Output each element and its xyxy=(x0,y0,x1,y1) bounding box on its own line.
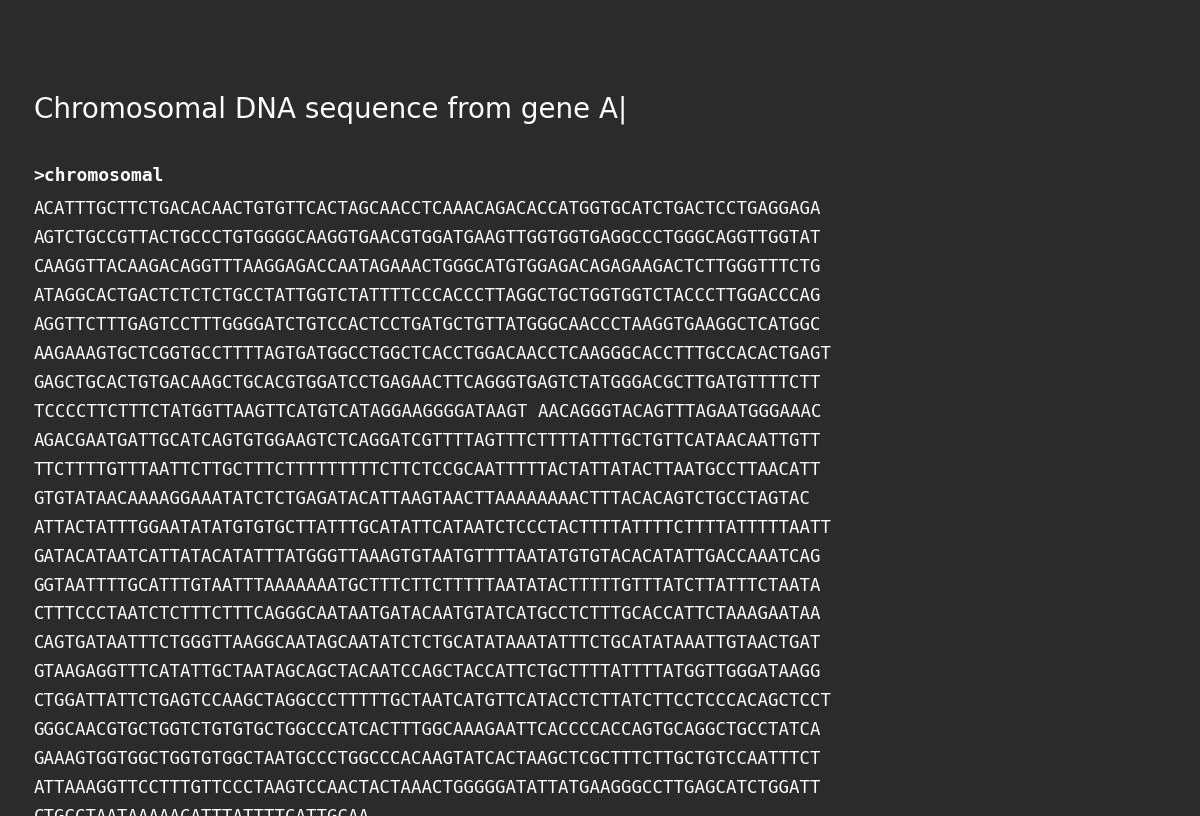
Text: GTAAGAGGTTTCATATTGCTAATAGCAGCTACAATCCAGCTACCATTCTGCTTTTATTTTATGGTTGGGATAAGG: GTAAGAGGTTTCATATTGCTAATAGCAGCTACAATCCAGC… xyxy=(34,663,821,681)
Text: TTCTTTTGTTTAATTCTTGCTTTCTTTTTTTTTCTTCTCCGCAATTTTTACTATTATACTTAATGCCTTAACATT: TTCTTTTGTTTAATTCTTGCTTTCTTTTTTTTTCTTCTCC… xyxy=(34,460,821,479)
Text: AAGAAAGTGCTCGGTGCCTTTTAGTGATGGCCTGGCTCACCTGGACAACCTCAAGGGCACCTTTGCCACACTGAGT: AAGAAAGTGCTCGGTGCCTTTTAGTGATGGCCTGGCTCAC… xyxy=(34,344,832,363)
Text: TCCCCTTCTTTCTATGGTTAAGTTCATGTCATAGGAAGGGGATAAGT AACAGGGTACAGTTTAGAATGGGAAAC: TCCCCTTCTTTCTATGGTTAAGTTCATGTCATAGGAAGGG… xyxy=(34,402,821,421)
Text: AGACGAATGATTGCATCAGTGTGGAAGTCTCAGGATCGTTTTAGTTTCTTTTATTTGCTGTTCATAACAATTGTT: AGACGAATGATTGCATCAGTGTGGAAGTCTCAGGATCGTT… xyxy=(34,432,821,450)
Text: ACATTTGCTTCTGACACAACTGTGTTCACTAGCAACCTCAAACAGACACCATGGTGCATCTGACTCCTGAGGAGA: ACATTTGCTTCTGACACAACTGTGTTCACTAGCAACCTCA… xyxy=(34,200,821,218)
Text: GGGCAACGTGCTGGTCTGTGTGCTGGCCCATCACTTTGGCAAAGAATTCACCCCACCAGTGCAGGCTGCCTATCA: GGGCAACGTGCTGGTCTGTGTGCTGGCCCATCACTTTGGC… xyxy=(34,721,821,739)
Text: >chromosomal: >chromosomal xyxy=(34,167,164,185)
Text: ATTACTATTTGGAATATATGTGTGCTTATTTGCATATTCATAATCTCCCTACTTTTATTTTCTTTTATTTTTAATT: ATTACTATTTGGAATATATGTGTGCTTATTTGCATATTCA… xyxy=(34,519,832,537)
Text: AGGTTCTTTGAGTCCTTTGGGGATCTGTCCACTCCTGATGCTGTTATGGGCAACCCTAAGGTGAAGGCTCATGGC: AGGTTCTTTGAGTCCTTTGGGGATCTGTCCACTCCTGATG… xyxy=(34,316,821,334)
Text: CAAGGTTACAAGACAGGTTTAAGGAGACCAATAGAAACTGGGCATGTGGAGACAGAGAAGACTCTTGGGTTTCTG: CAAGGTTACAAGACAGGTTTAAGGAGACCAATAGAAACTG… xyxy=(34,258,821,276)
Text: Chromosomal DNA sequence from gene A|: Chromosomal DNA sequence from gene A| xyxy=(34,95,626,124)
Text: ATTAAAGGTTCCTTTGTTCCCTAAGTCCAACTACTAAACTGGGGGATATTATGAAGGGCCTTGAGCATCTGGATT: ATTAAAGGTTCCTTTGTTCCCTAAGTCCAACTACTAAACT… xyxy=(34,779,821,797)
Text: GTGTATAACAAAAGGAAATATCTCTGAGATACATTAAGTAACTTAAAAAAAACTTTACACAGTCTGCCTAGTAC: GTGTATAACAAAAGGAAATATCTCTGAGATACATTAAGTA… xyxy=(34,490,811,508)
Text: CAGTGATAATTTCTGGGTTAAGGCAATAGCAATATCTCTGCATATAAATATTTCTGCATATAAATTGTAACTGAT: CAGTGATAATTTCTGGGTTAAGGCAATAGCAATATCTCTG… xyxy=(34,635,821,653)
Text: GATACATAATCATTATACATATTTATGGGTTAAAGTGTAATGTTTTAATATGTGTACACATATTGACCAAATCAG: GATACATAATCATTATACATATTTATGGGTTAAAGTGTAA… xyxy=(34,548,821,565)
Text: GAGCTGCACTGTGACAAGCTGCACGTGGATCCTGAGAACTTCAGGGTGAGTCTATGGGACGCTTGATGTTTTCTT: GAGCTGCACTGTGACAAGCTGCACGTGGATCCTGAGAACT… xyxy=(34,374,821,392)
Text: ATAGGCACTGACTCTCTCTGCCTATTGGTCTATTTTCCCACCCTTAGGCTGCTGGTGGTCTACCCTTGGACCCAG: ATAGGCACTGACTCTCTCTGCCTATTGGTCTATTTTCCCA… xyxy=(34,286,821,305)
Text: AGTCTGCCGTTACTGCCCTGTGGGGCAAGGTGAACGTGGATGAAGTTGGTGGTGAGGCCCTGGGCAGGTTGGTAT: AGTCTGCCGTTACTGCCCTGTGGGGCAAGGTGAACGTGGA… xyxy=(34,228,821,247)
Text: GAAAGTGGTGGCTGGTGTGGCTAATGCCCTGGCCCACAAGTATCACTAAGCTCGCTTTCTTGCTGTCCAATTTCT: GAAAGTGGTGGCTGGTGTGGCTAATGCCCTGGCCCACAAG… xyxy=(34,751,821,769)
Text: CTGCCTAATAAAAACATTTATTTTCATTGCAA: CTGCCTAATAAAAACATTTATTTTCATTGCAA xyxy=(34,808,370,816)
Text: GGTAATTTTGCATTTGTAATTTAAAAAAATGCTTTCTTCTTTTTAATATACTTTTTGTTTATCTTATTTCTAATA: GGTAATTTTGCATTTGTAATTTAAAAAAATGCTTTCTTCT… xyxy=(34,576,821,595)
Text: CTTTCCCTAATCTCTTTCTTTCAGGGCAATAATGATACAATGTATCATGCCTCTTTGCACCATTCTAAAGAATAA: CTTTCCCTAATCTCTTTCTTTCAGGGCAATAATGATACAA… xyxy=(34,605,821,623)
Text: CTGGATTATTCTGAGTCCAAGCTAGGCCCTTTTTGCTAATCATGTTCATACCTCTTATCTTCCTCCCACAGCTCCT: CTGGATTATTCTGAGTCCAAGCTAGGCCCTTTTTGCTAAT… xyxy=(34,692,832,711)
